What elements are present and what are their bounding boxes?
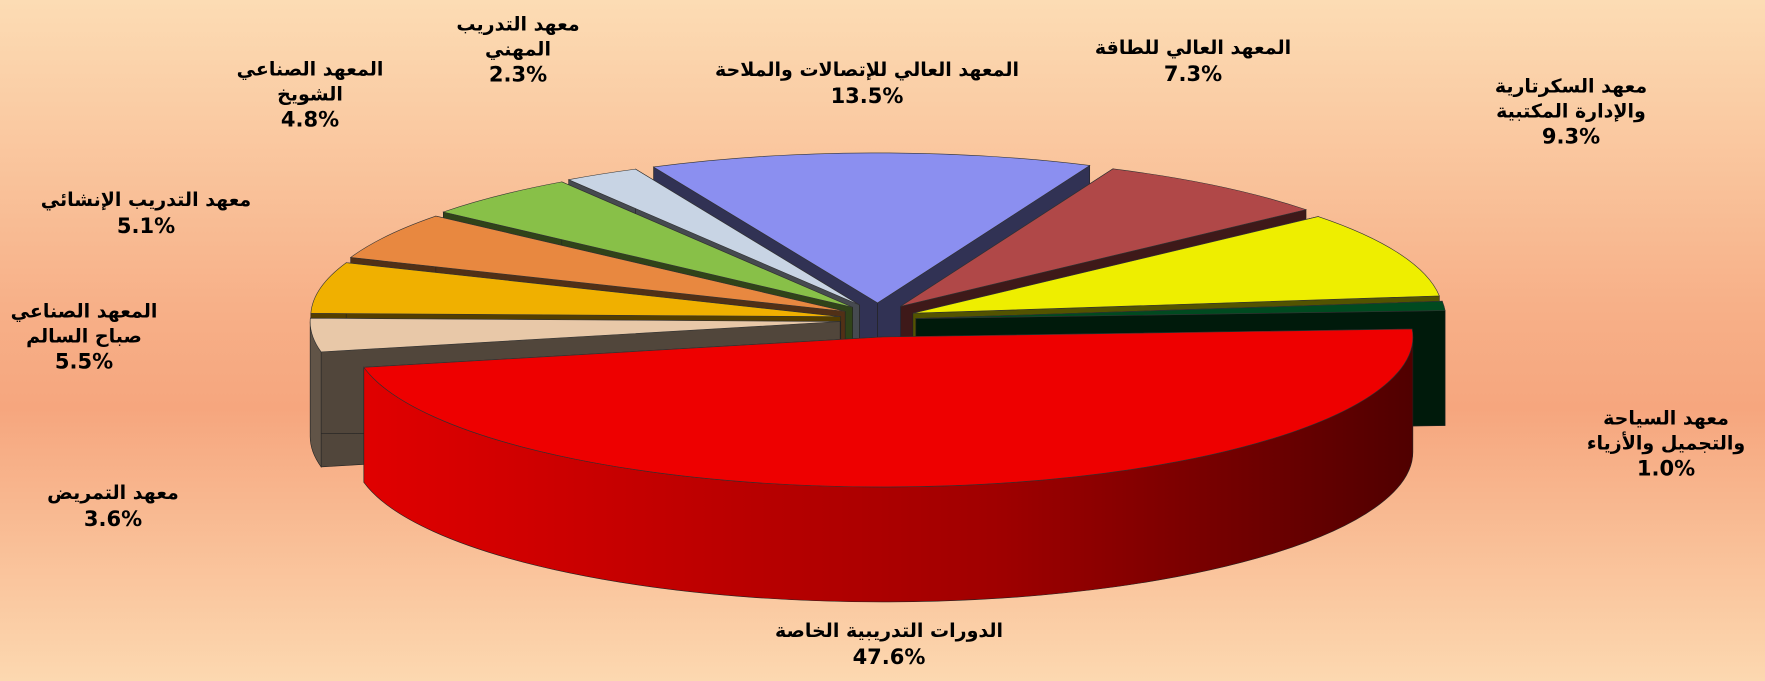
slice	[363, 328, 1414, 603]
category-label: معهد التمريض	[47, 482, 179, 505]
value-label: 47.6%	[852, 644, 926, 669]
slice-top	[309, 317, 841, 353]
category-label: المعهد العالي للإتصالات والملاحة	[715, 59, 1019, 82]
value-label: 2.3%	[488, 63, 548, 88]
category-label: المعهد العالي للطاقة	[1094, 37, 1292, 60]
category-label: الدورات التدريبية الخاصة	[774, 620, 1004, 643]
slice-label: الدورات التدريبية الخاصة 47.6%	[729, 619, 1049, 671]
value-label: 5.5%	[54, 350, 114, 375]
slice-top	[900, 168, 1308, 307]
slice-top	[912, 216, 1440, 314]
value-label: 7.3%	[1163, 61, 1223, 86]
slice-label: المعهد الصناعي صباح السالم 5.5%	[0, 300, 244, 377]
category-label: المعهد الصناعي صباح السالم	[10, 300, 158, 348]
slice-label: معهد السياحة والتجميل والأزياء 1.0%	[1506, 407, 1765, 484]
slice-top	[652, 152, 1091, 304]
value-label: 9.3%	[1541, 125, 1601, 150]
category-label: المعهد الصناعي الشويخ	[236, 58, 384, 106]
category-label: معهد السياحة والتجميل والأزياء	[1586, 407, 1746, 455]
slice-top	[567, 168, 860, 306]
slice-label: معهد السكرتارية والإدارة المكتبية 9.3%	[1411, 75, 1731, 152]
category-label: معهد السكرتارية والإدارة المكتبية	[1494, 75, 1648, 123]
slice-label: معهد التمريض 3.6%	[0, 481, 273, 533]
slice-label: معهد التدريب المهني 2.3%	[358, 13, 678, 90]
value-label: 1.0%	[1636, 457, 1696, 482]
slice-top	[310, 262, 841, 317]
slice-label: معهد التدريب الإنشائي 5.1%	[0, 188, 306, 240]
slice-top	[349, 215, 846, 312]
value-label: 3.6%	[83, 506, 143, 531]
value-label: 4.8%	[280, 108, 340, 133]
value-label: 5.1%	[116, 213, 176, 238]
slice-label: المعهد العالي للإتصالات والملاحة 13.5%	[707, 58, 1027, 110]
slice-label: المعهد العالي للطاقة 7.3%	[1033, 36, 1353, 88]
category-label: معهد التدريب المهني	[456, 13, 580, 61]
slice-top	[915, 300, 1446, 319]
slice-top	[442, 181, 853, 308]
value-label: 13.5%	[830, 83, 904, 108]
slice-label: المعهد الصناعي الشويخ 4.8%	[150, 58, 470, 135]
category-label: معهد التدريب الإنشائي	[40, 189, 252, 212]
slice-top	[363, 328, 1414, 488]
